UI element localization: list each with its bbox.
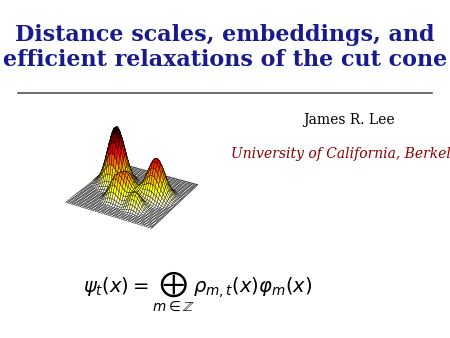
Text: University of California, Berkeley: University of California, Berkeley [231, 147, 450, 161]
Text: Distance scales, embeddings, and
efficient relaxations of the cut cone: Distance scales, embeddings, and efficie… [3, 24, 447, 71]
Text: James R. Lee: James R. Lee [303, 113, 395, 127]
Text: $\psi_t(x) = \bigoplus_{m \in \mathbb{Z}} \rho_{m,t}(x)\varphi_m(x)$: $\psi_t(x) = \bigoplus_{m \in \mathbb{Z}… [83, 269, 313, 313]
